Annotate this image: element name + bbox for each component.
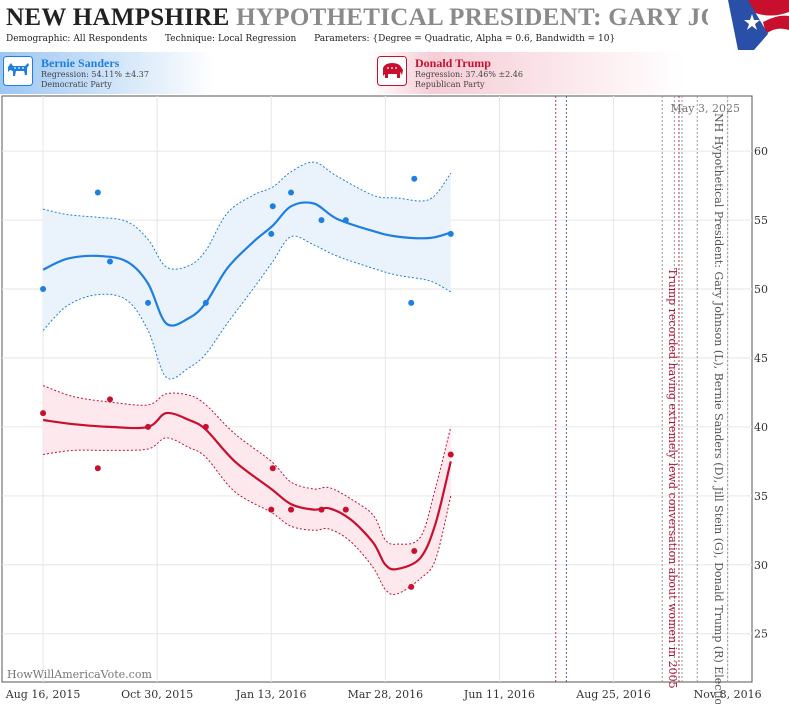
y-tick-label: 25 bbox=[754, 628, 768, 641]
confidence-upper bbox=[42, 385, 452, 545]
poll-point bbox=[447, 230, 454, 237]
poll-point bbox=[318, 506, 325, 513]
x-tick-label: Jan 13, 2016 bbox=[235, 688, 307, 701]
y-tick-label: 40 bbox=[754, 421, 768, 434]
confidence-band bbox=[43, 162, 451, 380]
poll-point bbox=[107, 258, 114, 265]
poll-point bbox=[202, 423, 209, 430]
confidence-upper bbox=[42, 161, 452, 270]
candidate-rep-regression: Regression: 37.46% ±2.46 bbox=[415, 70, 523, 79]
donkey-icon bbox=[3, 56, 33, 86]
demographic-value: All Respondents bbox=[73, 34, 148, 44]
candidate-dem-name: Bernie Sanders bbox=[41, 56, 120, 70]
poll-point bbox=[145, 299, 152, 306]
y-tick-label: 50 bbox=[754, 283, 768, 296]
candidate-rep-name: Donald Trump bbox=[415, 56, 491, 70]
gridlines bbox=[2, 96, 752, 682]
y-axis-ticks: 25 30 35 40 45 50 55 60 bbox=[754, 145, 768, 641]
poll-point bbox=[107, 396, 114, 403]
x-tick-label: Nov 8, 2016 bbox=[694, 688, 762, 701]
poll-point bbox=[318, 217, 325, 224]
parameters-line: Demographic: All Respondents Technique: … bbox=[6, 34, 615, 44]
poll-point bbox=[269, 203, 276, 210]
trend-line bbox=[42, 201, 452, 327]
poll-point bbox=[268, 230, 275, 237]
watermark: HowWillAmericaVote.com bbox=[7, 668, 152, 681]
technique-label: Technique: bbox=[165, 34, 216, 44]
demographic-label: Demographic: bbox=[6, 34, 71, 44]
y-tick-label: 35 bbox=[754, 490, 768, 503]
x-tick-label: Aug 16, 2015 bbox=[5, 688, 81, 701]
poll-point bbox=[408, 583, 415, 590]
y-tick-label: 55 bbox=[754, 214, 768, 227]
page-title: NEW HAMPSHIRE HYPOTHETICAL PRESIDENT: GA… bbox=[6, 4, 789, 32]
poll-point bbox=[288, 189, 295, 196]
x-tick-label: Oct 30, 2015 bbox=[121, 688, 193, 701]
y-tick-label: 30 bbox=[754, 559, 768, 572]
poll-point bbox=[94, 189, 101, 196]
parameters-label: Parameters: bbox=[314, 34, 370, 44]
poll-point bbox=[411, 548, 418, 555]
poll-point bbox=[268, 506, 275, 513]
poll-point bbox=[447, 451, 454, 458]
confidence-lower bbox=[42, 235, 452, 380]
side-label: NH Hypothetical President: Gary Johnson … bbox=[712, 113, 725, 704]
poll-point bbox=[408, 299, 415, 306]
poll-point bbox=[411, 175, 418, 182]
technique-value: Local Regression bbox=[217, 34, 297, 44]
confidence-lower bbox=[43, 437, 452, 596]
elephant-icon bbox=[377, 56, 407, 86]
title-subject: HYPOTHETICAL PRESIDENT: GARY JOHNSON bbox=[236, 4, 789, 31]
poll-point bbox=[145, 423, 152, 430]
x-axis-ticks: Aug 16, 2015 Oct 30, 2015 Jan 13, 2016 Mar … bbox=[5, 688, 762, 701]
poll-point bbox=[40, 286, 47, 293]
confidence-band bbox=[43, 385, 451, 595]
x-tick-label: Mar 28, 2016 bbox=[348, 688, 424, 701]
poll-point bbox=[342, 506, 349, 513]
confidence-bands bbox=[42, 161, 452, 596]
x-tick-label: Aug 25, 2016 bbox=[575, 688, 651, 701]
poll-point bbox=[288, 506, 295, 513]
poll-points bbox=[40, 175, 454, 590]
poll-point bbox=[94, 465, 101, 472]
candidate-band bbox=[0, 52, 789, 94]
candidate-rep-party: Republican Party bbox=[415, 80, 485, 89]
y-tick-label: 60 bbox=[754, 145, 768, 158]
x-tick-label: Jun 11, 2016 bbox=[463, 688, 535, 701]
parameters-value: {Degree = Quadratic, Alpha = 0.6, Bandwi… bbox=[372, 34, 616, 44]
poll-point bbox=[40, 410, 47, 417]
candidate-dem-party: Democratic Party bbox=[41, 80, 112, 89]
poll-point bbox=[342, 217, 349, 224]
plot-frame bbox=[1, 95, 753, 683]
poll-point bbox=[269, 465, 276, 472]
date-stamp: May 3, 2025 bbox=[670, 102, 740, 115]
event-annotation: Trump recorded having extremely lewd con… bbox=[666, 268, 679, 689]
candidate-dem-regression: Regression: 54.11% ±4.37 bbox=[41, 70, 149, 79]
event-markers bbox=[555, 96, 729, 682]
y-tick-label: 45 bbox=[754, 352, 768, 365]
title-state: NEW HAMPSHIRE bbox=[6, 4, 230, 31]
poll-point bbox=[202, 299, 209, 306]
flag-icon bbox=[708, 0, 789, 50]
